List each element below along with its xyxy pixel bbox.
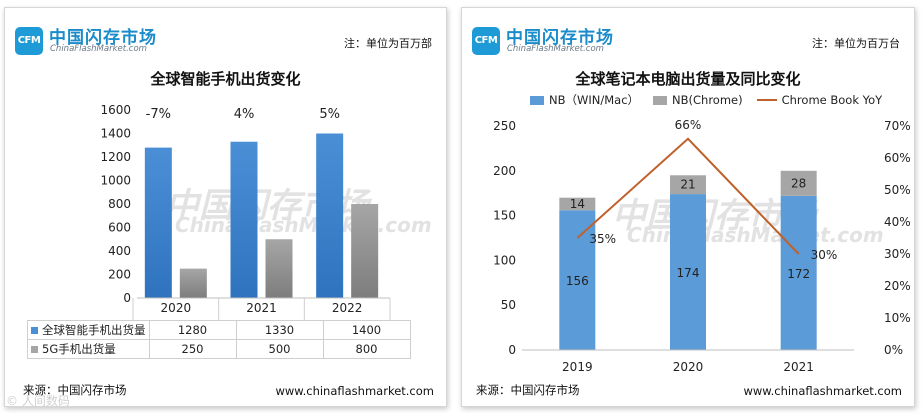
x-tick-label: 2021 bbox=[783, 360, 814, 374]
yoy-annotation: -7% bbox=[146, 107, 171, 122]
smartphone-shipment-panel: CFM 中国闪存市场 ChinaFlashMarket.com 注：单位为百万部… bbox=[4, 7, 447, 407]
bar-nb-chrome-2020 bbox=[670, 175, 706, 195]
chart-title: 全球笔记本电脑出货量及同比变化 bbox=[575, 70, 801, 88]
legend-line-swatch bbox=[756, 99, 777, 101]
y2-tick-label: 60% bbox=[884, 151, 911, 165]
unit-note: 注：单位为百万台 bbox=[812, 37, 900, 50]
bar-5g-2022 bbox=[351, 204, 379, 298]
cfm-logo-name-en: ChinaFlashMarket.com bbox=[507, 44, 604, 54]
legend-label: NB(Chrome) bbox=[672, 93, 743, 107]
cfm-logo-badge: CFM bbox=[15, 27, 43, 55]
table-cell: 1330 bbox=[235, 320, 324, 340]
y2-tick-label: 50% bbox=[884, 183, 911, 197]
table-cell: 1280 bbox=[148, 320, 237, 340]
legend-label: NB（WIN/Mac） bbox=[549, 93, 640, 107]
table-cell: 500 bbox=[235, 339, 324, 359]
legend-item: NB(Chrome) bbox=[653, 93, 743, 107]
cfm-logo-name-cn: 中国闪存市场 bbox=[506, 28, 614, 48]
y-tick-label: 150 bbox=[493, 209, 516, 223]
y2-tick-label: 10% bbox=[884, 311, 911, 325]
bar-nb-winmac-2019 bbox=[559, 210, 596, 350]
table-series-label: 5G手机出货量 bbox=[27, 339, 150, 359]
bar-data-label: 21 bbox=[680, 178, 695, 192]
y-tick-label: 50 bbox=[501, 298, 516, 312]
bar-smartphone-2021 bbox=[230, 141, 258, 298]
bar-nb-chrome-2021 bbox=[780, 170, 817, 196]
y-tick-label: 200 bbox=[493, 164, 516, 178]
bar-data-label: 174 bbox=[677, 266, 700, 280]
legend: NB（WIN/Mac） NB(Chrome) Chrome Book YoY bbox=[530, 92, 882, 108]
bar-data-label: 172 bbox=[787, 267, 810, 281]
x-tick-label: 2020 bbox=[673, 360, 704, 374]
cfm-logo-name-cn: 中国闪存市场 bbox=[49, 28, 157, 48]
bar-5g-2020 bbox=[179, 268, 207, 298]
y-tick-label: 200 bbox=[108, 268, 131, 282]
cfm-logo-badge: CFM bbox=[472, 27, 500, 55]
y-tick-label: 800 bbox=[108, 197, 131, 211]
legend-item: Chrome Book YoY bbox=[756, 93, 883, 107]
table-series-label: 全球智能手机出货量 bbox=[27, 320, 150, 340]
website-link[interactable]: www.chinaflashmarket.com bbox=[743, 384, 902, 398]
legend-swatch-blue bbox=[530, 95, 544, 105]
bar-5g-2021 bbox=[265, 239, 293, 298]
table-cell: 250 bbox=[148, 339, 237, 359]
yoy-annotation: 5% bbox=[319, 107, 340, 122]
y-tick-label: 1000 bbox=[100, 174, 131, 188]
x-tick-label: 2021 bbox=[246, 301, 277, 315]
legend-label: Chrome Book YoY bbox=[781, 93, 883, 107]
table-row: 5G手机出货量 250 500 800 bbox=[27, 339, 411, 359]
table-cell: 1400 bbox=[322, 320, 411, 340]
y-tick-label: 0 bbox=[123, 291, 131, 305]
y-tick-label: 100 bbox=[493, 253, 516, 267]
table-row: 全球智能手机出货量 1280 1330 1400 bbox=[27, 320, 411, 340]
cfm-logo-name-en: ChinaFlashMarket.com bbox=[50, 44, 147, 54]
chart-title: 全球智能手机出货变化 bbox=[150, 70, 301, 88]
bar-nb-winmac-2021 bbox=[780, 195, 817, 350]
line-data-label: 35% bbox=[589, 232, 616, 246]
legend-swatch-gray bbox=[653, 95, 668, 105]
unit-note: 注：单位为百万部 bbox=[344, 37, 432, 50]
y2-tick-label: 20% bbox=[884, 279, 911, 293]
smartphone-bar-chart: 0 200 400 600 800 1000 1200 1400 1600 -7% 2020 4% 20… bbox=[100, 103, 391, 320]
y2-tick-label: 0% bbox=[884, 343, 903, 357]
bar-nb-winmac-2020 bbox=[670, 194, 706, 350]
bar-data-label: 156 bbox=[566, 274, 589, 288]
y-tick-label: 1200 bbox=[100, 150, 131, 164]
y2-tick-label: 40% bbox=[884, 215, 911, 229]
line-data-label: 66% bbox=[675, 118, 702, 132]
line-data-label: 30% bbox=[811, 248, 838, 262]
legend-item: NB（WIN/Mac） bbox=[530, 92, 639, 108]
y-tick-label: 1600 bbox=[100, 103, 131, 117]
notebook-combo-chart: 0 50 100 150 200 250 0% 10% 20% 30% 40% 50% 60% 70% 15… bbox=[493, 118, 911, 374]
legend-swatch-blue bbox=[31, 327, 38, 334]
series-name: 5G手机出货量 bbox=[42, 342, 116, 356]
y2-tick-label: 70% bbox=[884, 119, 911, 133]
bar-nb-chrome-2019 bbox=[559, 197, 596, 211]
bar-data-label: 14 bbox=[570, 197, 585, 211]
website-link[interactable]: www.chinaflashmarket.com bbox=[275, 384, 434, 398]
source-note: 来源：中国闪存市场 bbox=[23, 383, 127, 397]
y-tick-label: 600 bbox=[108, 221, 131, 235]
chrome-yoy-line bbox=[576, 137, 800, 255]
x-tick-label: 2019 bbox=[562, 360, 593, 374]
y-tick-label: 0 bbox=[508, 343, 516, 357]
y-tick-label: 400 bbox=[108, 244, 131, 258]
y-tick-label: 1400 bbox=[100, 127, 131, 141]
x-tick-label: 2022 bbox=[332, 301, 363, 315]
yoy-annotation: 4% bbox=[234, 107, 255, 122]
legend-swatch-gray bbox=[31, 346, 38, 353]
notebook-shipment-panel: CFM 中国闪存市场 ChinaFlashMarket.com 注：单位为百万台… bbox=[461, 7, 915, 407]
y2-tick-label: 30% bbox=[884, 247, 911, 261]
bar-data-label: 28 bbox=[791, 176, 806, 190]
x-tick-label: 2020 bbox=[161, 301, 192, 315]
bar-smartphone-2022 bbox=[316, 133, 344, 298]
corner-watermark: © 人间数码 bbox=[6, 394, 70, 408]
source-note: 来源：中国闪存市场 bbox=[476, 383, 580, 397]
y-tick-label: 250 bbox=[493, 119, 516, 133]
data-table: 全球智能手机出货量 1280 1330 1400 5G手机出货量 250 500… bbox=[27, 320, 411, 359]
table-cell: 800 bbox=[322, 339, 411, 359]
series-name: 全球智能手机出货量 bbox=[42, 323, 146, 337]
bar-smartphone-2020 bbox=[144, 147, 172, 298]
